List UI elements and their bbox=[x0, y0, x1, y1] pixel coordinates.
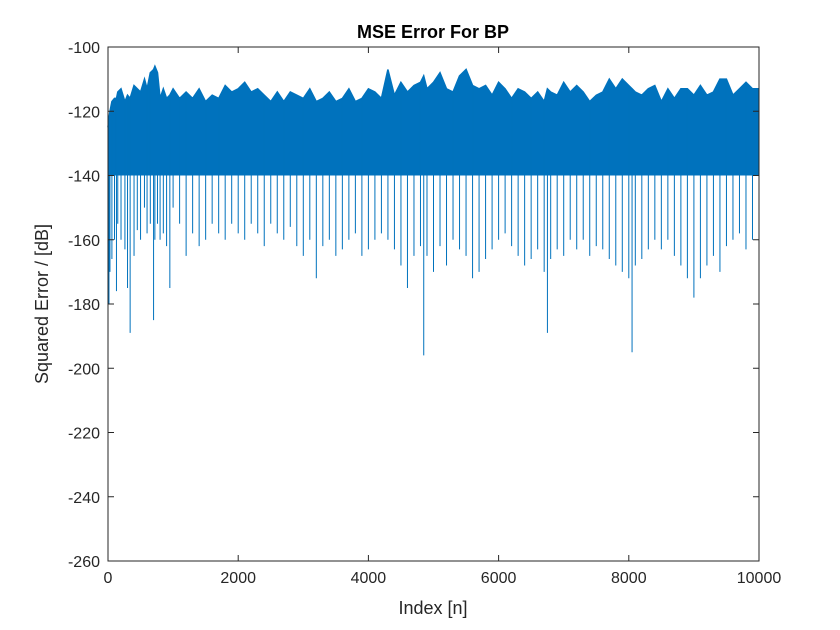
y-tick-label: -180 bbox=[68, 297, 100, 314]
x-tick-label: 2000 bbox=[220, 570, 256, 587]
y-tick-label: -100 bbox=[68, 40, 100, 57]
y-tick-label: -160 bbox=[68, 233, 100, 250]
x-tick-label: 4000 bbox=[351, 570, 387, 587]
y-tick-label: -200 bbox=[68, 361, 100, 378]
series-0 bbox=[107, 64, 760, 529]
y-tick-label: -120 bbox=[68, 104, 100, 121]
x-tick-label: 0 bbox=[104, 570, 113, 587]
x-tick-label: 10000 bbox=[737, 570, 782, 587]
y-tick-label: -240 bbox=[68, 490, 100, 507]
x-axis-label: Index [n] bbox=[398, 598, 467, 618]
chart-title: MSE Error For BP bbox=[357, 22, 509, 42]
y-tick-label: -260 bbox=[68, 554, 100, 571]
series-layer bbox=[107, 64, 760, 529]
y-axis-label: Squared Error / [dB] bbox=[32, 224, 52, 384]
x-tick-label: 6000 bbox=[481, 570, 517, 587]
series-line bbox=[107, 64, 759, 128]
ticks-layer: 0 2000 4000 6000 8000 10000 -100 -120 -140 -160 -1… bbox=[68, 40, 781, 587]
y-tick-label: -140 bbox=[68, 169, 100, 186]
y-tick-label: -220 bbox=[68, 426, 100, 443]
x-tick-label: 8000 bbox=[611, 570, 647, 587]
